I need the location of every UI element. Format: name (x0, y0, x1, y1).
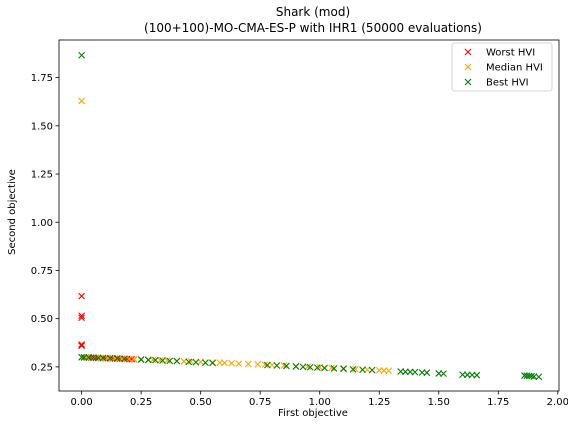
data-point (328, 364, 336, 372)
data-point (282, 362, 290, 370)
data-point (306, 363, 314, 371)
y-tick-label: 1.00 (31, 218, 53, 229)
data-point (78, 292, 86, 300)
series-best-hvi (78, 51, 543, 381)
data-point (137, 356, 145, 363)
data-point (235, 360, 243, 368)
data-point (185, 358, 193, 366)
data-point (159, 357, 166, 364)
data-point (340, 365, 347, 373)
plot-area: 0.00 0.25 0.50 0.75 1.00 1.25 1.50 1.75 2.00 0.25… (31, 39, 568, 408)
x-tick-label: 1.75 (487, 397, 509, 408)
data-point (78, 312, 86, 320)
series-worst-hvi (78, 292, 138, 363)
data-point (385, 367, 393, 375)
data-point (321, 364, 328, 372)
chart-title: Shark (mod) (276, 5, 350, 19)
data-point (78, 341, 86, 348)
data-point (273, 362, 281, 369)
legend: Worst HVI Median HVI Best HVI (451, 42, 553, 92)
data-point (78, 97, 86, 105)
data-point (228, 359, 236, 367)
data-point (166, 357, 174, 365)
data-point (411, 368, 419, 376)
data-point (209, 359, 216, 367)
data-point (423, 369, 431, 377)
data-point (280, 362, 288, 369)
data-point (192, 358, 200, 366)
data-point (106, 354, 114, 362)
x-tick-label: 1.50 (428, 397, 450, 408)
x-tick-label: 0.75 (249, 397, 271, 408)
data-point (473, 371, 481, 379)
data-point (349, 366, 357, 373)
legend-label: Median HVI (486, 63, 543, 74)
y-tick-label: 0.50 (31, 314, 53, 325)
legend-marker (464, 48, 472, 56)
y-tick-label: 1.50 (31, 121, 53, 132)
y-tick-label: 0.25 (31, 362, 53, 373)
chart-subtitle: (100+100)-MO-CMA-ES-P with IHR1 (50000 e… (144, 21, 482, 35)
data-point (244, 360, 252, 368)
x-tick-label: 1.25 (368, 397, 390, 408)
legend-label: Worst HVI (486, 48, 535, 59)
data-point (78, 353, 86, 361)
x-tick-label: 0.25 (130, 397, 152, 408)
data-point (299, 363, 307, 371)
x-tick-label: 1.00 (309, 397, 331, 408)
data-point (535, 373, 543, 381)
data-point (113, 355, 121, 362)
legend-marker (464, 63, 472, 71)
data-point (261, 361, 269, 368)
x-tick-label: 0.00 (70, 397, 92, 408)
data-point (78, 342, 86, 350)
data-point (78, 51, 86, 59)
data-point (254, 360, 262, 368)
data-point (78, 314, 86, 322)
y-tick-label: 0.75 (31, 266, 53, 277)
data-point (440, 370, 447, 378)
plot-frame (58, 39, 560, 392)
y-axis-label: Second objective (7, 169, 18, 255)
data-point (97, 354, 105, 362)
data-point (313, 364, 321, 372)
legend-label: Best HVI (486, 78, 529, 89)
legend-marker (464, 78, 472, 86)
series-median-hvi (78, 97, 393, 375)
x-tick-label: 2.00 (547, 397, 568, 408)
data-point (121, 355, 128, 363)
y-tick-label: 1.25 (31, 170, 53, 181)
data-point (128, 355, 136, 363)
data-point (144, 356, 152, 364)
data-point (263, 361, 271, 369)
data-point (130, 355, 138, 363)
data-point (152, 356, 159, 364)
data-point (359, 366, 366, 374)
x-tick-label: 0.50 (190, 397, 212, 408)
data-point (330, 365, 338, 372)
legend-box (451, 42, 553, 92)
x-axis-label: First objective (278, 408, 348, 419)
data-point (292, 363, 300, 370)
data-point (173, 357, 181, 365)
y-tick-label: 1.75 (31, 73, 53, 84)
data-point (202, 359, 209, 367)
data-point (99, 354, 107, 362)
data-point (368, 366, 376, 374)
data-point (221, 359, 228, 367)
data-point (352, 365, 359, 373)
data-point (528, 372, 536, 380)
